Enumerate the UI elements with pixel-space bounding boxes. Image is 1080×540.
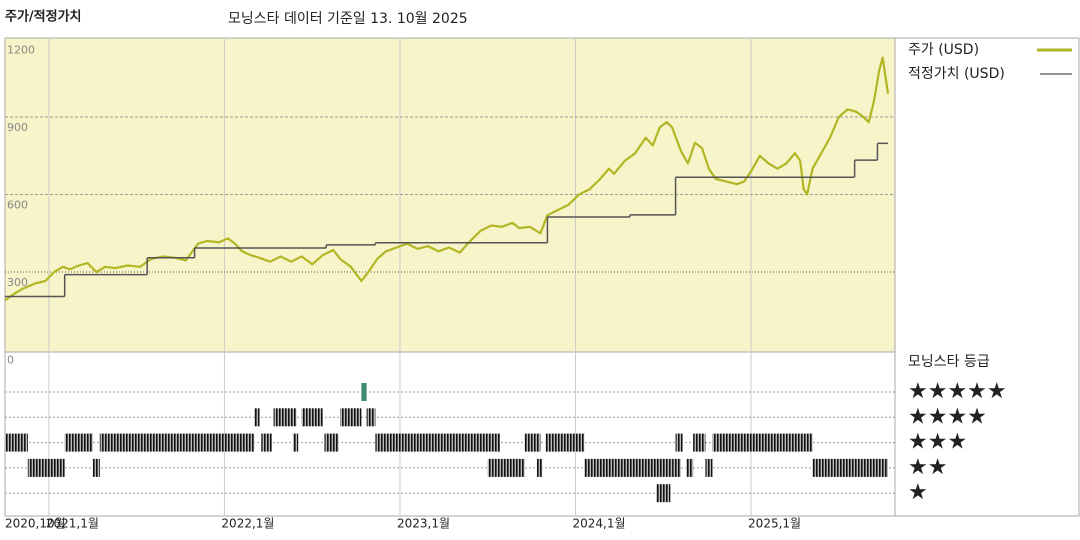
- rating-segment: [324, 433, 339, 452]
- x-tick-label: 2020,10월: [5, 517, 66, 531]
- chart-title: 모닝스타 데이터 기준일 13. 10월 2025: [228, 11, 468, 27]
- x-tick-label: 2022,1월: [221, 517, 274, 531]
- legend-panel: [894, 37, 1080, 517]
- rating-label: ★★★: [908, 430, 967, 455]
- rating-segment: [292, 433, 299, 452]
- rating-segment: [584, 458, 673, 477]
- rating-segment: [536, 458, 543, 477]
- x-tick-label: 2023,1월: [397, 517, 450, 531]
- rating-segment: [273, 408, 297, 427]
- y-tick-label: 1200: [7, 44, 35, 57]
- rating-segment: [487, 458, 525, 477]
- rating-segment: [712, 433, 813, 452]
- rating-segment: [686, 458, 694, 477]
- rating-segment: [693, 433, 706, 452]
- rating-label: ★: [908, 480, 928, 505]
- rating-segment: [64, 433, 93, 452]
- rating-segment: [375, 433, 501, 452]
- rating-segment: [261, 433, 272, 452]
- rating-segment: [301, 408, 323, 427]
- rating-segment: [27, 458, 65, 477]
- rating-label: ★★: [908, 455, 947, 480]
- rating-label: ★★★★: [908, 404, 987, 429]
- y-tick-label: 0: [7, 354, 14, 367]
- x-tick-label: 2024,1월: [573, 517, 626, 531]
- legend-label: 주가 (USD): [908, 42, 979, 58]
- y-label: 주가/적정가치: [5, 9, 82, 25]
- rating-segment: [675, 433, 683, 452]
- rating-segment: [524, 433, 541, 452]
- rating-title: 모닝스타 등급: [908, 354, 990, 370]
- rating-segment: [366, 408, 376, 427]
- x-tick-label: 2021,1월: [46, 517, 99, 531]
- rating-label: ★★★★★: [908, 379, 1007, 404]
- rating-segment: [812, 458, 888, 477]
- x-tick-label: 2025,1월: [748, 517, 801, 531]
- y-tick-label: 300: [7, 276, 28, 289]
- rating-segment: [254, 408, 260, 427]
- rating-segment: [545, 433, 585, 452]
- y-tick-label: 600: [7, 199, 28, 212]
- rating-segment: [5, 433, 28, 452]
- rating-segment: [361, 383, 367, 401]
- rating-segment: [672, 458, 681, 477]
- y-tick-label: 900: [7, 121, 28, 134]
- rating-segment: [99, 433, 255, 452]
- rating-segment: [656, 484, 671, 503]
- legend-label: 적정가치 (USD): [908, 66, 1005, 82]
- rating-segment: [705, 458, 713, 477]
- rating-segment: [340, 408, 362, 427]
- rating-segment: [92, 458, 100, 477]
